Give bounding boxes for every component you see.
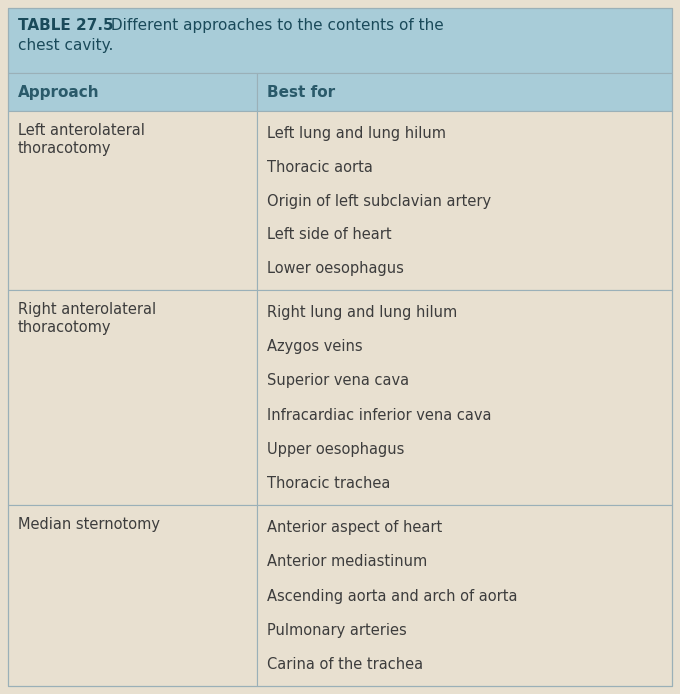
Bar [8, 290, 257, 505]
Bar [8, 8, 672, 73]
Bar [8, 111, 257, 290]
Text: Anterior aspect of heart: Anterior aspect of heart [267, 520, 442, 535]
Text: thoracotomy: thoracotomy [18, 141, 112, 156]
Text: Thoracic aorta: Thoracic aorta [267, 160, 373, 175]
Text: Right anterolateral: Right anterolateral [18, 302, 156, 317]
Text: Anterior mediastinum: Anterior mediastinum [267, 555, 427, 569]
Text: Origin of left subclavian artery: Origin of left subclavian artery [267, 194, 491, 209]
Bar [257, 111, 672, 290]
Bar [8, 73, 257, 111]
Text: Approach: Approach [18, 85, 100, 99]
Bar [257, 505, 672, 686]
Text: thoracotomy: thoracotomy [18, 320, 112, 335]
Bar [257, 290, 672, 505]
Text: Lower oesophagus: Lower oesophagus [267, 261, 404, 276]
Text: chest cavity.: chest cavity. [18, 38, 114, 53]
Text: Pulmonary arteries: Pulmonary arteries [267, 623, 407, 638]
Text: Left lung and lung hilum: Left lung and lung hilum [267, 126, 446, 141]
Text: Superior vena cava: Superior vena cava [267, 373, 409, 389]
Text: Left side of heart: Left side of heart [267, 228, 392, 242]
Text: Thoracic trachea: Thoracic trachea [267, 476, 390, 491]
Text: TABLE 27.5: TABLE 27.5 [18, 18, 114, 33]
Text: Upper oesophagus: Upper oesophagus [267, 442, 405, 457]
Text: Infracardiac inferior vena cava: Infracardiac inferior vena cava [267, 407, 492, 423]
Bar [257, 73, 672, 111]
Text: Best for: Best for [267, 85, 335, 99]
Text: Different approaches to the contents of the: Different approaches to the contents of … [106, 18, 444, 33]
Text: Ascending aorta and arch of aorta: Ascending aorta and arch of aorta [267, 589, 517, 604]
Text: Right lung and lung hilum: Right lung and lung hilum [267, 305, 457, 320]
Bar [8, 505, 257, 686]
Text: Azygos veins: Azygos veins [267, 339, 362, 355]
Text: Median sternotomy: Median sternotomy [18, 517, 160, 532]
Text: Left anterolateral: Left anterolateral [18, 123, 145, 138]
Text: Carina of the trachea: Carina of the trachea [267, 657, 423, 672]
